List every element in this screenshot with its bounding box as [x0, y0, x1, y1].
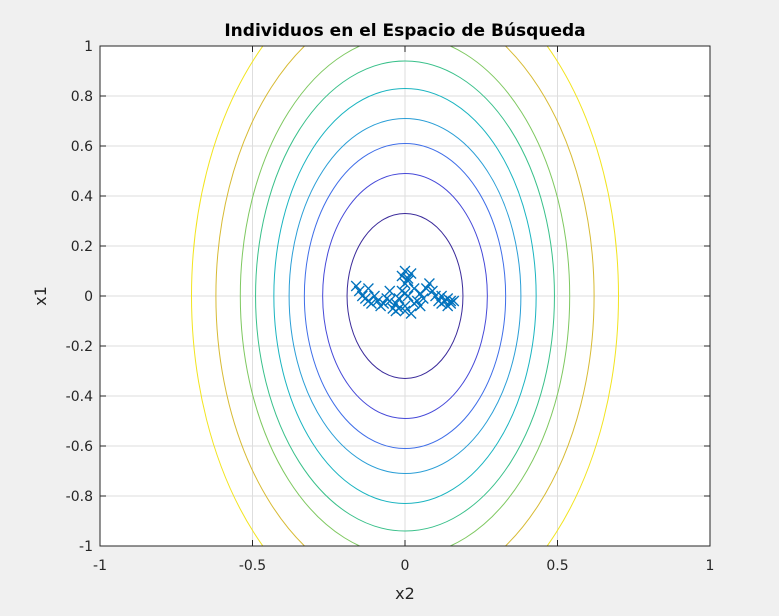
data-points — [350, 265, 460, 319]
contour-ellipse — [303, 143, 507, 449]
contour-ellipse — [255, 60, 555, 532]
data-point-marker — [399, 305, 411, 317]
x-tick-label: -0.5 — [239, 558, 266, 574]
data-point-marker — [362, 283, 374, 294]
data-point-marker — [436, 290, 448, 302]
y-tick-label: 0.8 — [71, 89, 93, 105]
y-tick-label: -0.8 — [66, 489, 93, 505]
x-tick-label: 0.5 — [546, 558, 568, 574]
y-tick-label: 0 — [84, 289, 93, 305]
data-point-marker — [405, 308, 417, 319]
contour-ellipse — [288, 118, 522, 474]
data-point-marker — [350, 280, 362, 292]
data-point-marker — [396, 270, 408, 282]
data-point-marker — [408, 298, 420, 309]
contour-lines — [191, 46, 619, 546]
contour-ellipse — [215, 46, 595, 546]
chart-title: Individuos en el Espacio de Búsqueda — [224, 21, 585, 41]
data-point-marker — [353, 285, 365, 297]
data-point-marker — [420, 283, 432, 294]
data-point-marker — [426, 285, 438, 297]
y-tick-label: -1 — [79, 539, 93, 555]
data-point-marker — [408, 283, 420, 294]
contour-ellipse — [273, 88, 537, 504]
data-point-marker — [405, 268, 417, 279]
tick-marks: -1 -0.5 0 0.5 1 -1 -0.8 -0.6 -0.4 -0.2 0 0.2 0.4 0.6 0… — [66, 39, 715, 574]
data-point-marker — [402, 275, 414, 287]
x-axis-label: x2 — [395, 584, 415, 603]
y-tick-label: 0.4 — [71, 189, 93, 205]
data-point-marker — [378, 298, 390, 309]
data-point-marker — [399, 265, 411, 277]
data-point-marker — [372, 295, 384, 307]
y-tick-label: -0.2 — [66, 339, 93, 355]
data-point-marker — [402, 290, 414, 302]
data-point-marker — [417, 293, 429, 304]
y-tick-label: -0.4 — [66, 389, 93, 405]
y-tick-label: 0.6 — [71, 139, 93, 155]
data-point-marker — [445, 295, 457, 307]
contour-ellipse — [322, 173, 488, 419]
y-tick-label: 1 — [84, 39, 93, 55]
y-tick-label: 0.2 — [71, 239, 93, 255]
data-point-marker — [423, 278, 435, 289]
data-point-marker — [384, 285, 396, 297]
data-point-marker — [393, 293, 405, 304]
data-point-marker — [402, 273, 414, 284]
contour-ellipse — [191, 46, 619, 546]
data-point-marker — [384, 295, 396, 307]
data-point-marker — [414, 300, 426, 312]
contour-ellipse — [346, 213, 464, 379]
x-tick-label: 1 — [706, 558, 715, 574]
data-point-marker — [369, 290, 380, 302]
data-point-marker — [448, 295, 460, 307]
data-point-marker — [414, 288, 426, 299]
data-point-marker — [390, 305, 402, 317]
data-point-marker — [365, 298, 377, 309]
y-axis-label: x1 — [31, 286, 50, 306]
x-tick-label: 0 — [401, 558, 410, 574]
x-tick-label: -1 — [93, 558, 107, 574]
y-tick-label: -0.6 — [66, 439, 93, 455]
contour-ellipse — [239, 46, 571, 546]
data-point-marker — [399, 300, 411, 312]
